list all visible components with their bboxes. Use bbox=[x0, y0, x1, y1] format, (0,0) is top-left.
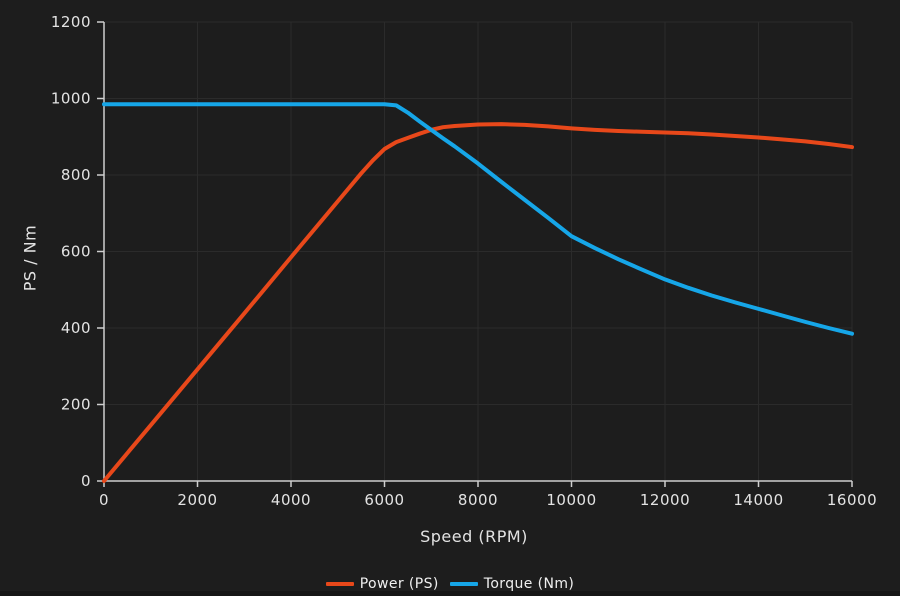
power-ps-curve bbox=[102, 122, 854, 483]
x-tick-label: 10000 bbox=[546, 491, 596, 509]
y-tick-label: 800 bbox=[61, 166, 91, 184]
x-tick-label: 4000 bbox=[271, 491, 311, 509]
legend: Power (PS) Torque (Nm) bbox=[0, 576, 900, 592]
legend-item-power[interactable]: Power (PS) bbox=[325, 576, 439, 592]
y-tick-label: 0 bbox=[81, 472, 91, 490]
y-axis-title: PS / Nm bbox=[20, 224, 40, 292]
torque-line-swatch bbox=[449, 582, 478, 586]
y-tick-label: 1000 bbox=[51, 90, 91, 108]
x-axis-title: Speed (RPM) bbox=[420, 527, 528, 546]
x-tick-label: 2000 bbox=[177, 491, 217, 509]
legend-label-torque: Torque (Nm) bbox=[483, 576, 575, 592]
y-tick-label: 400 bbox=[61, 319, 91, 337]
x-tick-label: 12000 bbox=[640, 491, 690, 509]
y-tick-label: 200 bbox=[61, 396, 91, 414]
y-tick-label: 600 bbox=[61, 243, 91, 261]
x-tick-label: 0 bbox=[99, 491, 109, 509]
y-tick-label: 1200 bbox=[51, 13, 91, 31]
bottom-edge-bar bbox=[0, 591, 900, 596]
legend-label-power: Power (PS) bbox=[359, 576, 439, 592]
x-tick-label: 8000 bbox=[458, 491, 498, 509]
line-chart-plot-area: 0 2000 4000 6000 8000 10000 12000 14000 16000 0 20… bbox=[51, 13, 877, 509]
x-tick-label: 16000 bbox=[827, 491, 877, 509]
power-line-swatch bbox=[325, 582, 354, 586]
legend-item-torque[interactable]: Torque (Nm) bbox=[449, 576, 575, 592]
torque-nm-curve bbox=[102, 102, 854, 336]
x-tick-label: 14000 bbox=[733, 491, 783, 509]
x-tick-label: 6000 bbox=[364, 491, 404, 509]
